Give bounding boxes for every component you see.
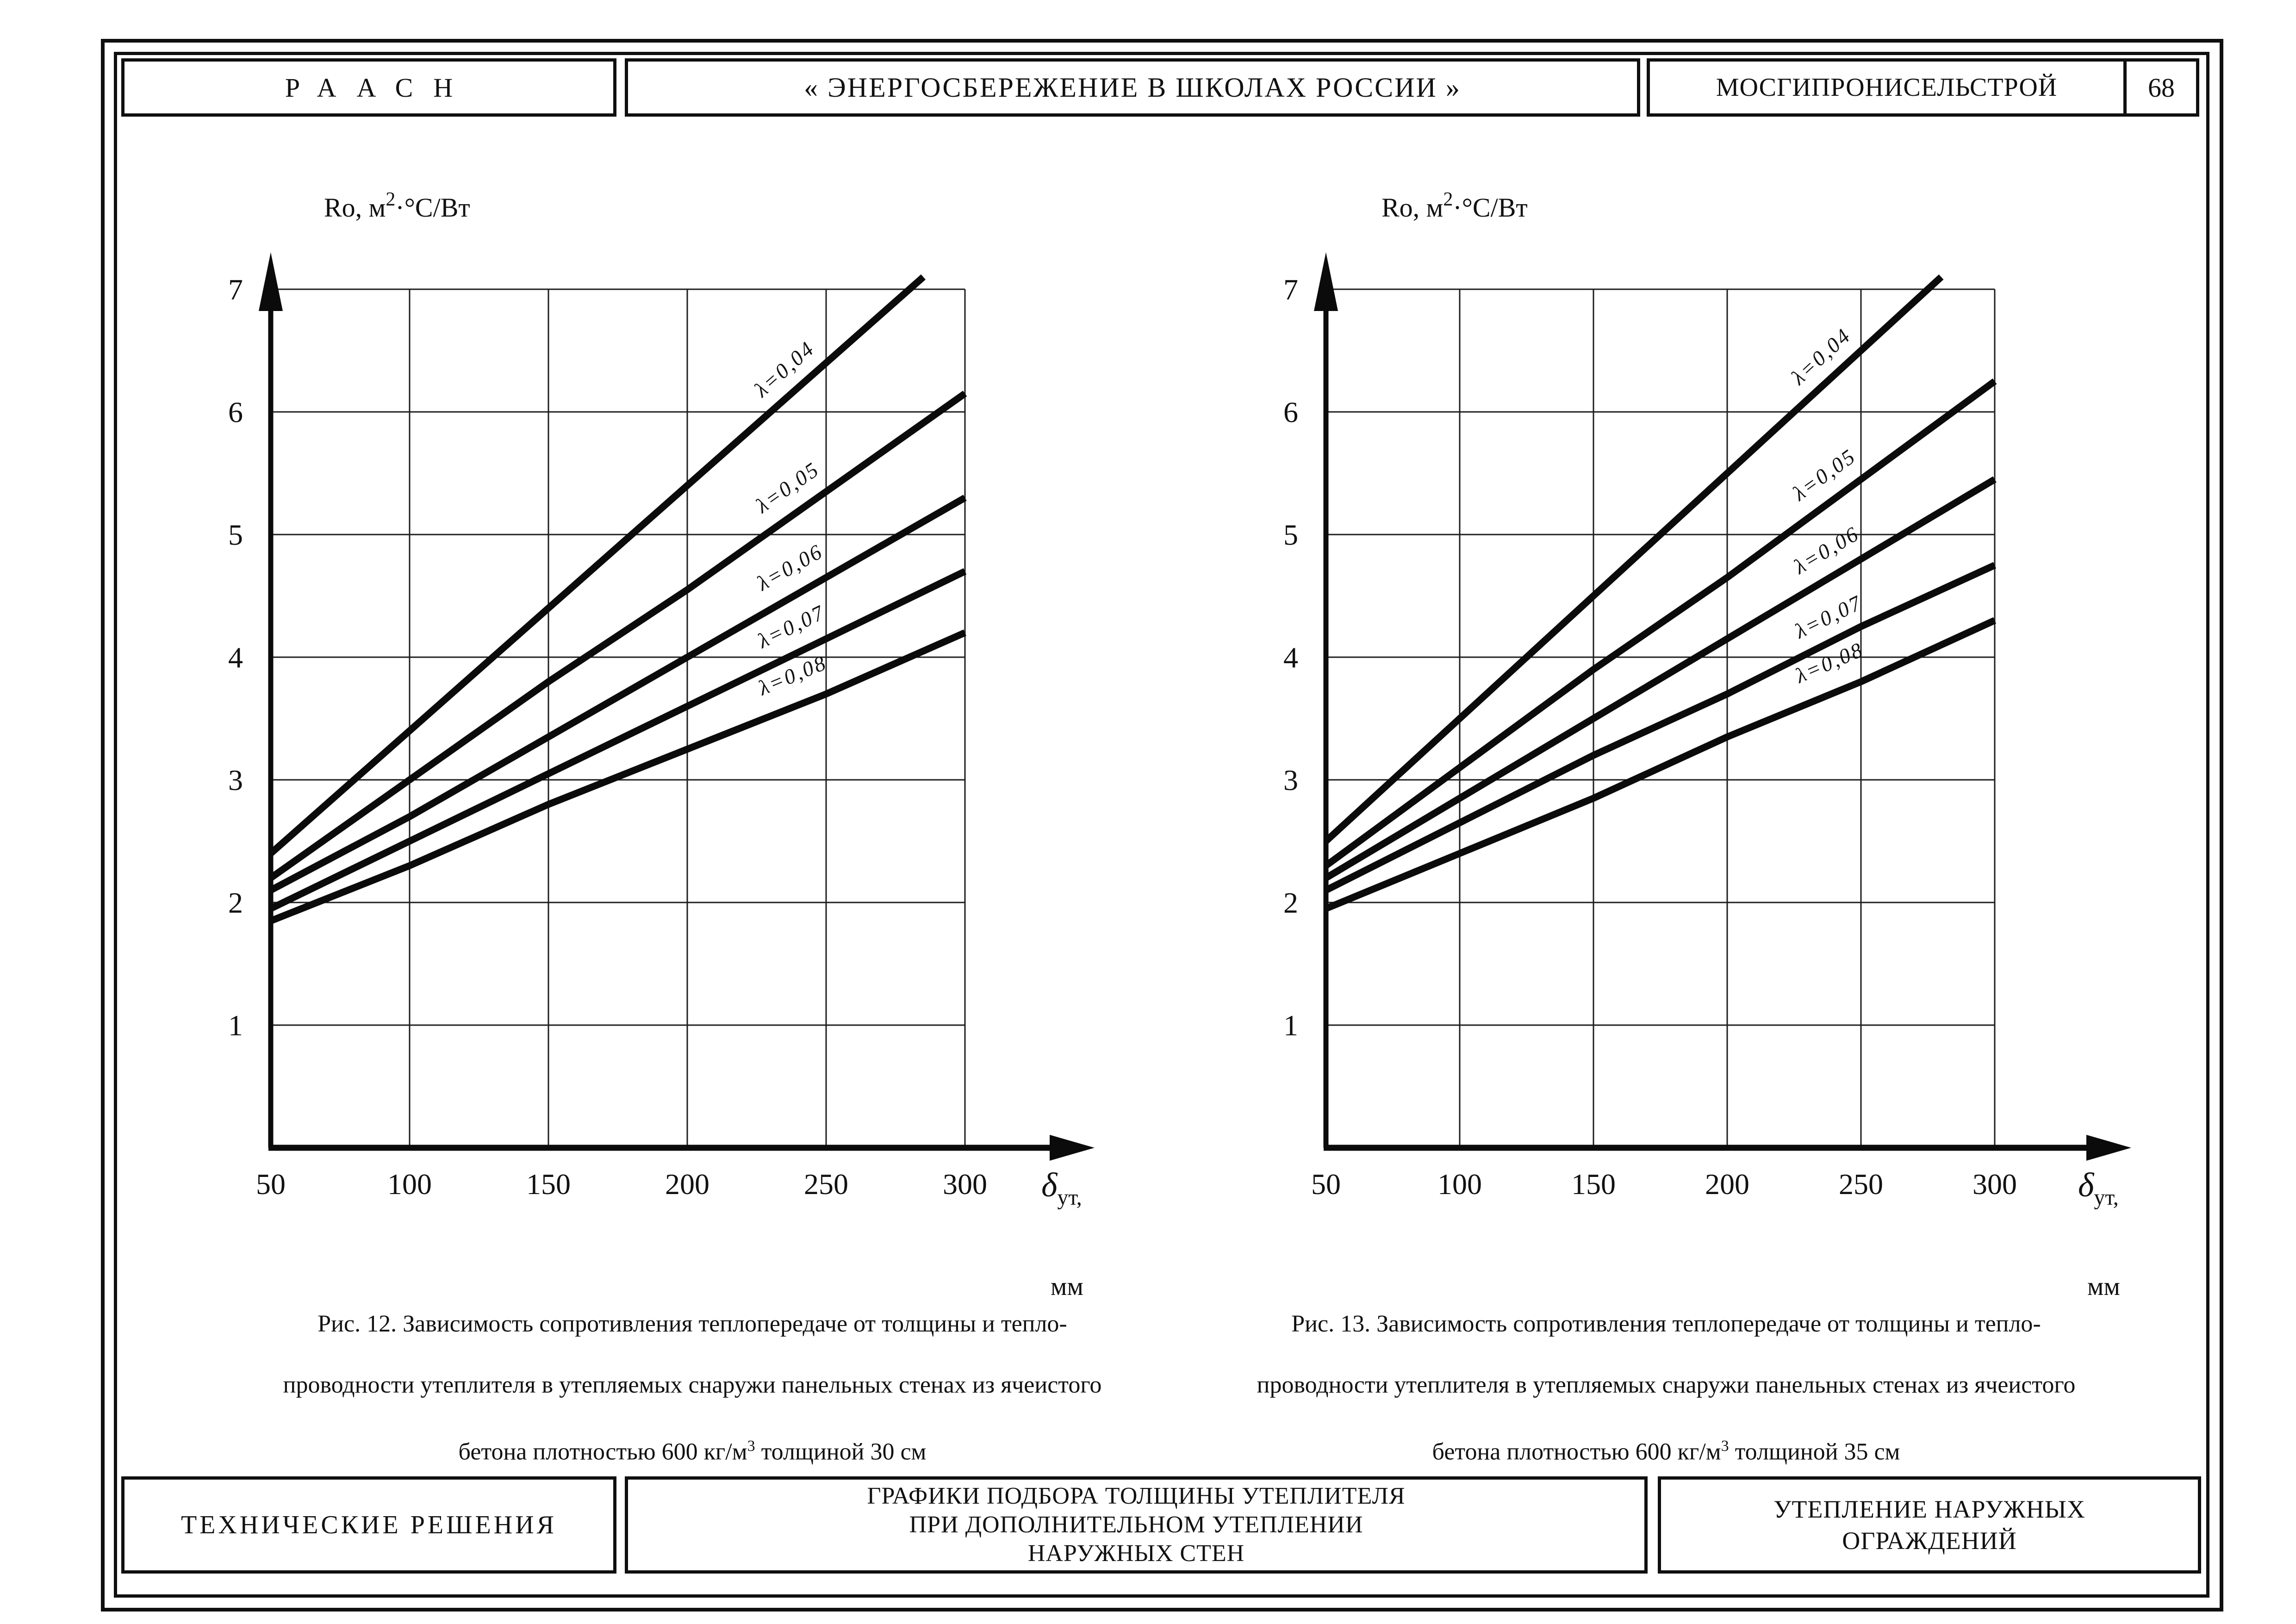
series-line [268, 391, 967, 881]
header-org-box: МОСГИПРОНИСЕЛЬСТРОЙ 68 [1647, 58, 2199, 117]
footer-sheet-title: ГРАФИКИ ПОДБОРА ТОЛЩИНЫ УТЕПЛИТЕЛЯ ПРИ Д… [625, 1476, 1648, 1574]
x-tick-label: 200 [1705, 1168, 1749, 1201]
series-label: λ=0,04 [749, 336, 819, 402]
x-tick-label: 250 [1839, 1168, 1883, 1201]
y-tick-label: 2 [228, 886, 243, 919]
page-number: 68 [2123, 62, 2196, 113]
header-title-box: « ЭНЕРГОСБЕРЕЖЕНИЕ В ШКОЛАХ РОССИИ » [625, 58, 1640, 117]
figure-1-caption: Рис. 12. Зависимость сопротивления тепло… [230, 1294, 1155, 1482]
series-line [1324, 378, 1997, 869]
series-line [1323, 274, 1944, 844]
figure-1-caption-line-3: бетона плотностью 600 кг/м3 толщиной 30 … [458, 1437, 927, 1465]
y-tick-label: 6 [228, 396, 243, 429]
footer-sheet-title-line-2: ПРИ ДОПОЛНИТЕЛЬНОМ УТЕПЛЕНИИ [909, 1512, 1363, 1538]
y-tick-label: 7 [228, 273, 243, 306]
series-label: λ=0,05 [751, 457, 824, 518]
series-label: λ=0,04 [1786, 323, 1856, 390]
x-tick-label: 300 [1972, 1168, 2017, 1201]
page-border-inner [114, 52, 2209, 1598]
y-tick-label: 3 [1283, 764, 1298, 796]
figure-2-caption: Рис. 13. Зависимость сопротивления тепло… [1203, 1294, 2129, 1482]
series-line [269, 568, 967, 912]
series-line [1324, 476, 1997, 881]
figure-2-caption-line-2: проводности утеплителя в утепляемых снар… [1257, 1372, 2076, 1398]
chart-1: 50 100 150 200 250 300 1 2 3 4 5 6 7 δут, мм Ro, м2·°С/… [228, 189, 1095, 1301]
chart-2: 50 100 150 200 250 300 1 2 3 4 5 6 7 δут, мм Ro, м2·°С/… [1283, 189, 2131, 1301]
figure-2-caption-line-3: бетона плотностью 600 кг/м3 толщиной 35 … [1432, 1437, 1900, 1465]
footer-section-label: ТЕХНИЧЕСКИЕ РЕШЕНИЯ [121, 1476, 616, 1574]
y-tick-label: 5 [1283, 518, 1298, 551]
y-axis-arrow-icon [1314, 252, 1338, 311]
y-tick-label: 2 [1283, 886, 1298, 919]
document-title: « ЭНЕРГОСБЕРЕЖЕНИЕ В ШКОЛАХ РОССИИ » [804, 72, 1461, 103]
y-tick-label: 4 [1283, 641, 1298, 674]
series-label: λ=0,06 [1789, 521, 1863, 579]
footer-chapter-label: УТЕПЛЕНИЕ НАРУЖНЫХ ОГРАЖДЕНИЙ [1658, 1476, 2201, 1574]
series-line [269, 494, 967, 894]
y-tick-label: 3 [228, 764, 243, 796]
x-tick-label: 100 [1437, 1168, 1482, 1201]
organization-name: МОСГИПРОНИСЕЛЬСТРОЙ [1716, 73, 2058, 102]
footer-sheet-title-line-3: НАРУЖНЫХ СТЕН [1027, 1540, 1245, 1567]
x-tick-label: 200 [665, 1168, 709, 1201]
y-tick-label: 7 [1283, 273, 1298, 306]
x-tick-label: 300 [943, 1168, 987, 1201]
footer-chapter-line-2: ОГРАЖДЕНИЙ [1842, 1527, 2017, 1555]
series-line [269, 629, 967, 924]
y-axis-label: Ro, м2·°С/Вт [324, 189, 470, 223]
x-tick-label: 150 [1571, 1168, 1616, 1201]
y-tick-label: 5 [228, 518, 243, 551]
x-tick-label: 50 [256, 1168, 286, 1201]
y-tick-label: 1 [1283, 1009, 1298, 1042]
page-border-outer [101, 39, 2223, 1612]
series-line [1325, 617, 1997, 912]
y-axis-arrow-icon [259, 252, 283, 311]
header-left-label: РААСН [285, 72, 473, 103]
y-tick-label: 1 [228, 1009, 243, 1042]
figure-2-caption-line-1: Рис. 13. Зависимость сопротивления тепло… [1291, 1311, 2041, 1337]
figure-1-caption-line-2: проводности утеплителя в утепляемых снар… [283, 1372, 1102, 1398]
footer-chapter-line-1: УТЕПЛЕНИЕ НАРУЖНЫХ [1773, 1495, 2085, 1523]
y-axis-label: Ro, м2·°С/Вт [1381, 189, 1528, 223]
x-axis-label: δут, [1041, 1166, 1082, 1210]
x-axis-arrow-icon [1050, 1135, 1095, 1161]
series-line [1324, 562, 1997, 894]
x-tick-label: 100 [387, 1168, 432, 1201]
series-label: λ=0,05 [1787, 444, 1860, 506]
x-tick-label: 250 [804, 1168, 848, 1201]
x-axis-label: δут, [2078, 1166, 2119, 1210]
x-axis-unit-label: мм [1051, 1272, 1083, 1301]
y-tick-label: 4 [228, 641, 243, 674]
figure-1-caption-line-1: Рис. 12. Зависимость сопротивления тепло… [317, 1311, 1067, 1337]
x-tick-label: 50 [1311, 1168, 1341, 1201]
x-tick-label: 150 [526, 1168, 571, 1201]
y-tick-label: 6 [1283, 396, 1298, 429]
x-axis-arrow-icon [2086, 1135, 2131, 1161]
header-left-box: РААСН [121, 58, 616, 117]
footer-sheet-title-line-1: ГРАФИКИ ПОДБОРА ТОЛЩИНЫ УТЕПЛИТЕЛЯ [867, 1483, 1406, 1509]
series-line [268, 274, 926, 856]
x-axis-unit-label: мм [2087, 1272, 2120, 1301]
